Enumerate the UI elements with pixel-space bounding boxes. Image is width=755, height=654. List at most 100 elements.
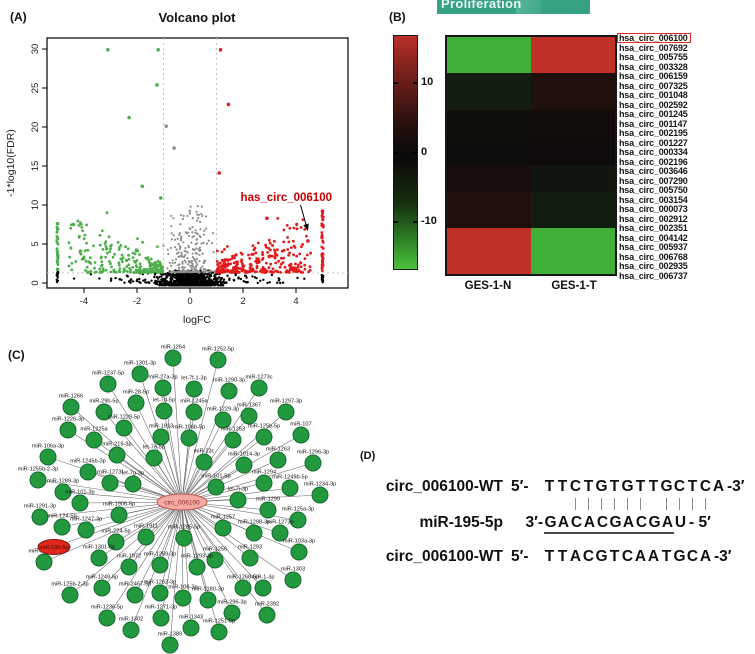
pairing-bar-cell bbox=[634, 497, 647, 510]
circrna-center-node bbox=[156, 493, 208, 511]
heatmap-row-label: hsa_circ_001048 bbox=[619, 90, 688, 100]
mirna-node-label: miR-29b-5p bbox=[89, 399, 118, 405]
mirna-node bbox=[54, 483, 72, 501]
sequence-base: T bbox=[583, 478, 594, 495]
heatmap-row bbox=[447, 137, 615, 147]
mirna-node bbox=[35, 553, 53, 571]
mirna-node bbox=[271, 524, 289, 542]
sequence-base: T bbox=[635, 478, 646, 495]
mirna-node bbox=[185, 380, 203, 398]
sequence-base: A bbox=[634, 548, 647, 565]
mirna-node bbox=[229, 491, 247, 509]
mirna-node bbox=[98, 609, 116, 627]
sequence-base: T bbox=[557, 548, 568, 565]
mirna-node-label: miR-1225a bbox=[80, 427, 108, 433]
mirna-node bbox=[115, 419, 133, 437]
journal-banner: Proliferation bbox=[437, 0, 590, 14]
mirna-node bbox=[151, 556, 169, 574]
heatmap-cell bbox=[531, 246, 615, 256]
pairing-bar-cell bbox=[712, 497, 725, 510]
mirna-node bbox=[206, 551, 224, 569]
mirna-node-label: miR-1273e bbox=[266, 520, 293, 526]
svg-text:2: 2 bbox=[240, 296, 245, 307]
mirna-node-label: miR-1367 bbox=[237, 403, 261, 409]
heatmap-row bbox=[447, 64, 615, 74]
mirna-node-label: miR-1269-3p bbox=[144, 552, 176, 558]
mirna-node bbox=[145, 449, 163, 467]
mirna-node bbox=[234, 579, 252, 597]
sequence-base: G bbox=[595, 548, 608, 565]
mirna-node bbox=[137, 528, 155, 546]
mirna-node bbox=[110, 506, 128, 524]
mirna-node-label: miR-2392 bbox=[255, 602, 279, 608]
heatmap-row-label: hsa_circ_003154 bbox=[619, 194, 688, 205]
svg-text:has_circ_006100: has_circ_006100 bbox=[241, 192, 332, 204]
mirna-node bbox=[289, 511, 307, 529]
mirna-node bbox=[290, 543, 308, 561]
pairing-bar-cell bbox=[660, 497, 673, 510]
mirna-node-label: miR-1285-5p bbox=[168, 525, 200, 531]
alignment-row: circ_006100-WT 5′- T T A CG T C A A T GC A -3′ bbox=[385, 548, 732, 566]
heatmap-col-label-n: GES-1-N bbox=[464, 280, 512, 292]
mirna-node bbox=[77, 521, 95, 539]
mirna-node-label: miR-1273c bbox=[245, 375, 272, 381]
heatmap-row bbox=[447, 237, 615, 247]
mirna-node-label: miR-1296-3p bbox=[297, 450, 329, 456]
sequence-base: G bbox=[673, 548, 686, 565]
heatmap-row bbox=[447, 191, 615, 201]
mirna-node-label: miR-1245a bbox=[180, 399, 208, 405]
heatmap-row-label: hsa_circ_006100 bbox=[617, 33, 755, 44]
mirna-node bbox=[152, 428, 170, 446]
heatmap-row-label: hsa_circ_002592 bbox=[619, 99, 688, 110]
mirna-node bbox=[281, 479, 299, 497]
base-pairing-bars bbox=[543, 497, 725, 511]
pairing-bar-cell bbox=[686, 497, 699, 510]
heatmap-cell bbox=[531, 264, 615, 274]
volcano-ylabel: -1*log10(FDR) bbox=[5, 129, 17, 197]
heatmap-cell bbox=[447, 91, 531, 101]
mirna-node-label: miR-1245b-3p bbox=[70, 459, 105, 465]
mirna-node-label: miR-1389 bbox=[158, 632, 182, 638]
heatmap-cell bbox=[531, 228, 615, 238]
volcano-annotation: has_circ_006100 bbox=[241, 192, 332, 231]
heatmap-row bbox=[447, 109, 615, 119]
heatmap-row bbox=[447, 128, 615, 138]
sequence-base: C bbox=[582, 548, 595, 565]
heatmap-cell bbox=[531, 37, 615, 47]
mirna-node bbox=[258, 606, 276, 624]
sequence-base: T bbox=[557, 478, 568, 495]
heatmap-cell bbox=[447, 100, 531, 110]
heatmap-row bbox=[447, 264, 615, 274]
pairing-bar-cell bbox=[582, 497, 595, 510]
mirna-node bbox=[245, 524, 263, 542]
mirna-node-label: miR-1914-3p bbox=[228, 452, 260, 458]
mirna-node-label: miR-1229-3p bbox=[207, 407, 239, 413]
heatmap-cell bbox=[531, 128, 615, 138]
svg-text:-4: -4 bbox=[80, 296, 88, 307]
heatmap-cell bbox=[531, 210, 615, 220]
mirna-node bbox=[71, 494, 89, 512]
mirna-node bbox=[85, 431, 103, 449]
mirna-node bbox=[182, 619, 200, 637]
mirna-node bbox=[53, 518, 71, 536]
sequence-base: T bbox=[648, 478, 659, 495]
heatmap-cell bbox=[447, 109, 531, 119]
alignment-row: circ_006100-WT 5′- T T C T G T G T T GC T C A -3′ bbox=[385, 478, 745, 496]
highlighted-row-box: hsa_circ_006100 bbox=[617, 33, 691, 44]
mirna-node bbox=[235, 456, 253, 474]
heatmap-cell bbox=[447, 264, 531, 274]
mirna-node bbox=[161, 636, 179, 654]
colorbar-tick-label: 10 bbox=[421, 75, 434, 88]
heatmap-row bbox=[447, 146, 615, 156]
mirna-node bbox=[220, 382, 238, 400]
heatmap-cell bbox=[531, 91, 615, 101]
heatmap-row bbox=[447, 182, 615, 192]
mirna-node bbox=[304, 454, 322, 472]
mirna-node-label: miR-224-5p bbox=[101, 529, 130, 535]
panel-d-label: (D) bbox=[360, 450, 376, 462]
heatmap-cell bbox=[447, 191, 531, 201]
volcano-threshold-lines bbox=[47, 38, 348, 288]
mirna-node-label: miR-1257 bbox=[211, 515, 235, 521]
mirna-node-label: miR-1256 bbox=[203, 547, 227, 553]
mirna-node bbox=[79, 463, 97, 481]
